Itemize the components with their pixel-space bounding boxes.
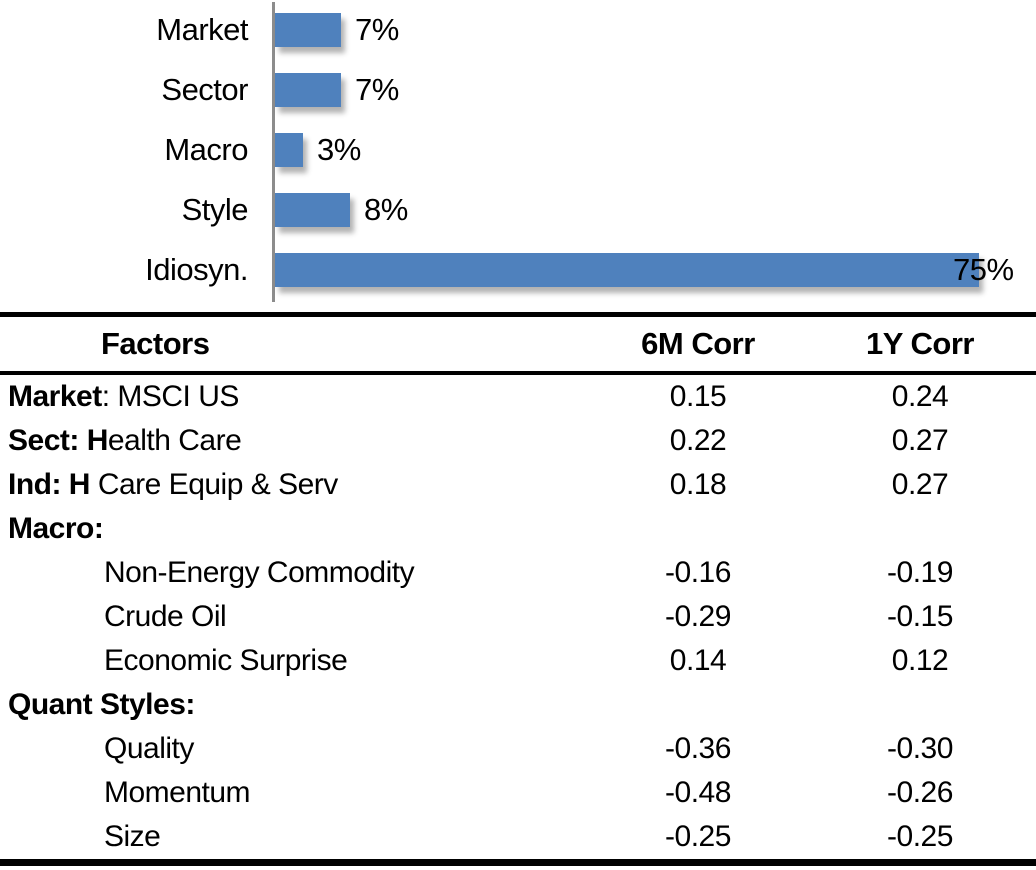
corr-6m-value xyxy=(560,507,836,551)
table-row: Size -0.25 -0.25 xyxy=(0,815,1036,863)
table-body: Market: MSCI US 0.15 0.24 Sect: Health Care… xyxy=(0,373,1036,863)
corr-1y-value: -0.26 xyxy=(887,776,953,809)
factor-label: Size xyxy=(104,820,161,853)
corr-6m-value: 0.15 xyxy=(669,380,727,413)
column-header-6m-corr: 6M Corr xyxy=(560,314,836,375)
factor-label: Sect: Health Care xyxy=(8,424,242,457)
table-row: Macro: xyxy=(0,507,1036,551)
bar-value-label: 8% xyxy=(364,192,408,227)
corr-1y-value xyxy=(836,683,1036,727)
chart-bar xyxy=(275,73,341,107)
corr-1y-value: 0.12 xyxy=(891,644,949,677)
bar-value-label: 7% xyxy=(355,12,399,47)
table-row: Economic Surprise 0.14 0.12 xyxy=(0,639,1036,683)
bar-value-label: 3% xyxy=(317,132,361,167)
corr-1y-value: -0.15 xyxy=(887,600,953,633)
corr-6m-value xyxy=(560,683,836,727)
corr-6m-value: -0.29 xyxy=(665,600,731,633)
factor-label: Crude Oil xyxy=(104,600,227,633)
chart-category-label: Style xyxy=(181,192,249,227)
table-row: Quality -0.36 -0.30 xyxy=(0,727,1036,771)
corr-6m-value: 0.18 xyxy=(669,468,727,501)
chart-bar xyxy=(275,133,303,167)
factor-label: Economic Surprise xyxy=(104,644,348,677)
corr-1y-value: -0.25 xyxy=(887,820,953,853)
corr-1y-value: 0.24 xyxy=(891,380,949,413)
bar-value-label: 75% xyxy=(953,252,1014,287)
chart-category-label: Market xyxy=(156,12,248,47)
corr-6m-value: -0.36 xyxy=(665,732,731,765)
table-row: Crude Oil -0.29 -0.15 xyxy=(0,595,1036,639)
corr-1y-value: 0.27 xyxy=(891,468,949,501)
chart-bar xyxy=(275,253,979,287)
table-row: Market: MSCI US 0.15 0.24 xyxy=(0,373,1036,419)
corr-6m-value: 0.22 xyxy=(669,424,727,457)
bar-value-label: 7% xyxy=(355,72,399,107)
table-row: Non-Energy Commodity -0.16 -0.19 xyxy=(0,551,1036,595)
corr-1y-value xyxy=(836,507,1036,551)
chart-bar xyxy=(275,13,341,47)
column-header-factors: Factors xyxy=(0,314,560,375)
table-row: Sect: Health Care 0.22 0.27 xyxy=(0,419,1036,463)
corr-6m-value: -0.25 xyxy=(665,820,731,853)
table-row: Ind: H Care Equip & Serv 0.18 0.27 xyxy=(0,463,1036,507)
table-row: Quant Styles: xyxy=(0,683,1036,727)
corr-1y-value: -0.19 xyxy=(887,556,953,589)
corr-1y-value: -0.30 xyxy=(887,732,953,765)
factor-label: Macro: xyxy=(8,512,104,545)
chart-category-label: Macro xyxy=(164,132,248,167)
chart-axis-line xyxy=(272,2,275,302)
corr-6m-value: -0.48 xyxy=(665,776,731,809)
risk-decomposition-bar-chart: Market 7% Sector 7% Macro 3% Style 8% Idiosyn. 75… xyxy=(0,0,1036,312)
corr-6m-value: -0.16 xyxy=(665,556,731,589)
chart-category-label: Sector xyxy=(161,72,248,107)
corr-1y-value: 0.27 xyxy=(891,424,949,457)
chart-category-label: Idiosyn. xyxy=(145,252,248,287)
factor-label: Quant Styles: xyxy=(8,688,195,721)
corr-6m-value: 0.14 xyxy=(669,644,727,677)
table-header-row: Factors 6M Corr 1Y Corr xyxy=(0,314,1036,375)
factor-correlation-table: Factors 6M Corr 1Y Corr Market: MSCI US 0… xyxy=(0,312,1036,866)
chart-bar xyxy=(275,193,350,227)
table-row: Momentum -0.48 -0.26 xyxy=(0,771,1036,815)
column-header-1y-corr: 1Y Corr xyxy=(836,314,1036,375)
factor-label: Momentum xyxy=(104,776,251,809)
factor-label: Quality xyxy=(104,732,194,765)
factor-label: Non-Energy Commodity xyxy=(104,556,415,589)
factor-label: Market: MSCI US xyxy=(8,380,239,413)
factor-label: Ind: H Care Equip & Serv xyxy=(8,468,338,501)
